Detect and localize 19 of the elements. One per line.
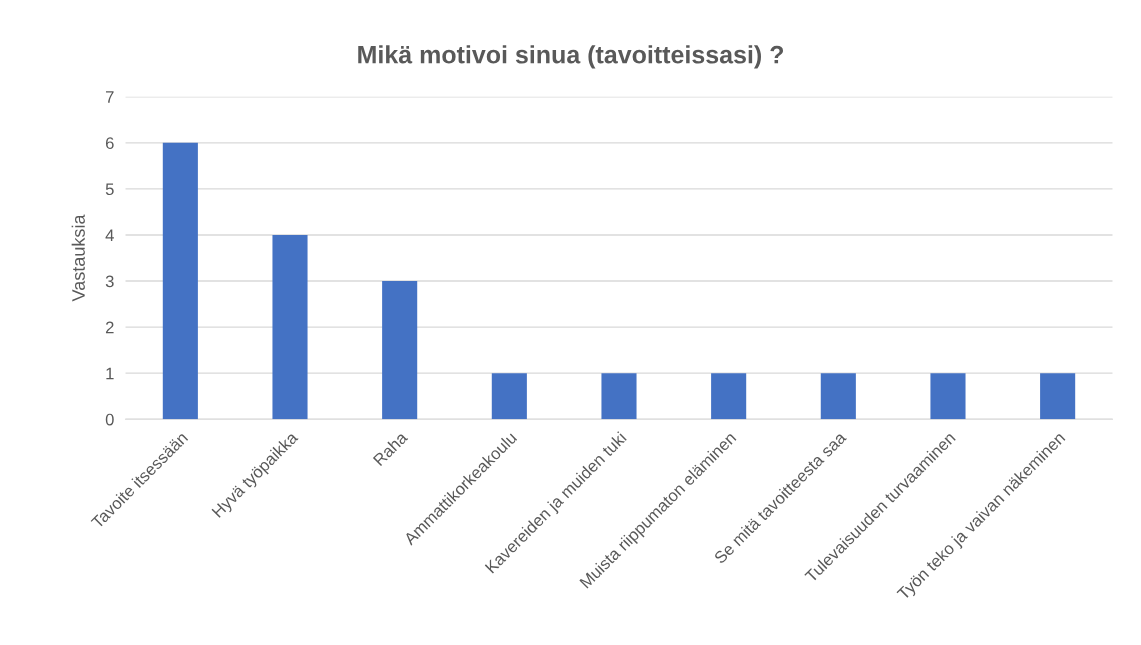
bar <box>162 142 198 420</box>
y-tick-label: 3 <box>105 275 114 288</box>
y-tick-label: 5 <box>105 183 114 196</box>
bar <box>1040 373 1076 420</box>
bar <box>930 373 966 420</box>
bar <box>711 373 747 420</box>
y-tick-label: 6 <box>105 137 114 150</box>
y-tick-label: 2 <box>105 321 114 334</box>
y-tick-label: 0 <box>105 413 114 426</box>
y-tick-label: 7 <box>105 91 114 103</box>
chart-title: Mikä motivoi sinua (tavoitteissasi) ? <box>358 45 784 69</box>
y-axis-title: Vastauksia <box>71 214 85 302</box>
bar <box>601 373 637 420</box>
bar <box>491 373 527 420</box>
y-tick-label: 1 <box>106 367 114 380</box>
bar <box>272 234 308 420</box>
bar <box>382 281 418 420</box>
y-tick-label: 4 <box>105 229 114 241</box>
bar <box>820 373 856 420</box>
